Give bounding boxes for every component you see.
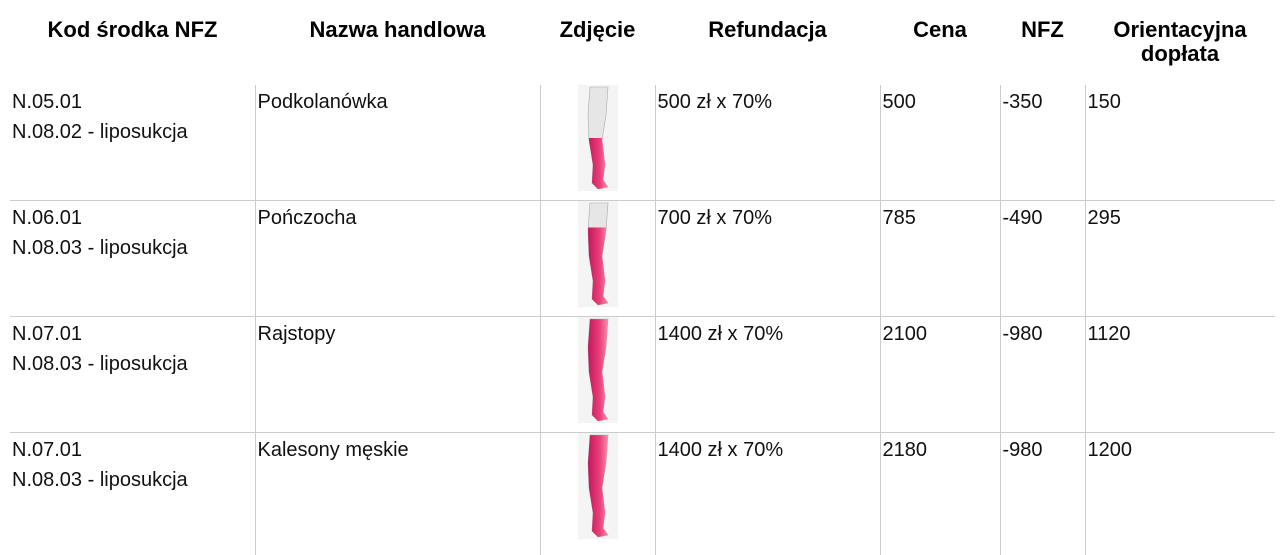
code-line: N.06.01	[12, 203, 253, 233]
photo-cell	[540, 433, 655, 555]
code-line: N.05.01	[12, 87, 253, 117]
product-photo	[578, 317, 618, 423]
column-header: Cena	[880, 0, 1000, 85]
photo-cell	[540, 317, 655, 433]
copay-cell: 1120	[1085, 317, 1275, 433]
column-header: NFZ	[1000, 0, 1085, 85]
nfz-cell: -350	[1000, 85, 1085, 201]
copay-cell: 295	[1085, 201, 1275, 317]
price-cell: 500	[880, 85, 1000, 201]
name-cell: Podkolanówka	[255, 85, 540, 201]
nfz-cell: -980	[1000, 433, 1085, 555]
refund-cell: 1400 zł x 70%	[655, 433, 880, 555]
code-line: N.08.03 - liposukcja	[12, 233, 253, 263]
code-line: N.08.03 - liposukcja	[12, 465, 253, 495]
nfz-cell: -980	[1000, 317, 1085, 433]
refund-cell: 500 zł x 70%	[655, 85, 880, 201]
product-photo	[578, 85, 618, 191]
code-line: N.08.03 - liposukcja	[12, 349, 253, 379]
refund-cell: 700 zł x 70%	[655, 201, 880, 317]
column-header: Refundacja	[655, 0, 880, 85]
code-line: N.07.01	[12, 435, 253, 465]
code-line: N.08.02 - liposukcja	[12, 117, 253, 147]
column-header: Nazwa handlowa	[255, 0, 540, 85]
copay-cell: 150	[1085, 85, 1275, 201]
product-photo	[578, 433, 618, 539]
copay-cell: 1200	[1085, 433, 1275, 555]
name-cell: Rajstopy	[255, 317, 540, 433]
name-cell: Kalesony męskie	[255, 433, 540, 555]
price-cell: 2100	[880, 317, 1000, 433]
price-cell: 785	[880, 201, 1000, 317]
product-photo	[578, 201, 618, 307]
refund-cell: 1400 zł x 70%	[655, 317, 880, 433]
nfz-cell: -490	[1000, 201, 1085, 317]
price-cell: 2180	[880, 433, 1000, 555]
column-header: Orientacyjna dopłata	[1085, 0, 1275, 85]
code-line: N.07.01	[12, 319, 253, 349]
column-header: Kod środka NFZ	[10, 0, 255, 85]
name-cell: Pończocha	[255, 201, 540, 317]
photo-cell	[540, 201, 655, 317]
column-header: Zdjęcie	[540, 0, 655, 85]
photo-cell	[540, 85, 655, 201]
